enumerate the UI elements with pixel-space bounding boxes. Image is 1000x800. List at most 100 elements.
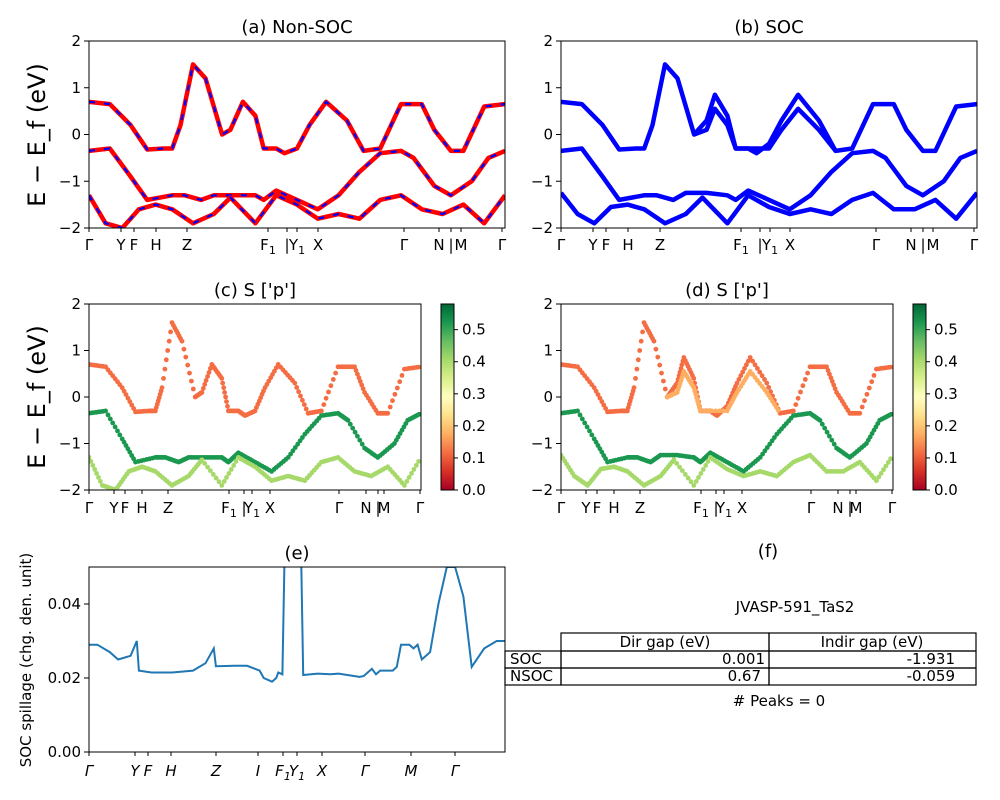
band-point bbox=[219, 483, 225, 488]
band-line bbox=[561, 190, 977, 226]
band-point bbox=[633, 376, 638, 381]
x-tick-label: F1 bbox=[733, 236, 749, 257]
band-point bbox=[829, 379, 835, 384]
band-point bbox=[359, 382, 365, 388]
band-point bbox=[416, 459, 421, 464]
band-point bbox=[213, 475, 219, 481]
x-tick-label: F1 bbox=[693, 499, 709, 520]
band-point bbox=[96, 475, 101, 480]
band-point bbox=[92, 467, 98, 472]
band-point bbox=[330, 377, 336, 382]
axes-frame bbox=[88, 566, 506, 753]
band-point bbox=[233, 459, 239, 464]
x-tick-subscript: 1 bbox=[230, 507, 237, 520]
x-tick-label: Z bbox=[163, 499, 173, 517]
band-point bbox=[127, 399, 133, 404]
x-tick-label: | bbox=[284, 236, 289, 254]
band-point bbox=[825, 368, 831, 373]
band-point bbox=[199, 390, 205, 395]
band-point bbox=[183, 354, 189, 360]
band-point bbox=[115, 428, 120, 434]
band-point bbox=[319, 408, 324, 414]
band-point bbox=[226, 471, 232, 476]
band-point bbox=[881, 467, 886, 473]
y-tick-label: 2 bbox=[71, 32, 81, 50]
chart-title: (b) SOC bbox=[734, 17, 803, 38]
band-point bbox=[767, 441, 773, 447]
y-tick-label: −1 bbox=[531, 435, 553, 453]
band-point bbox=[326, 389, 331, 395]
band-line bbox=[561, 62, 977, 156]
colorbar-tick-label: 0.4 bbox=[462, 353, 486, 371]
band-point bbox=[757, 369, 763, 375]
band-point bbox=[392, 391, 398, 397]
x-tick-label: H bbox=[150, 236, 161, 254]
x-tick-label: M bbox=[850, 499, 863, 517]
x-tick-label: Γ bbox=[361, 762, 371, 780]
colorbar-tick-label: 0.1 bbox=[934, 449, 958, 467]
band-point bbox=[225, 403, 230, 409]
plot-area bbox=[89, 62, 505, 228]
band-point bbox=[321, 402, 327, 407]
band-point bbox=[831, 441, 837, 447]
axes-frame bbox=[88, 303, 422, 491]
ylabel-spillage: SOC spillage (chg. den. unit) bbox=[17, 553, 35, 768]
band-point bbox=[296, 389, 301, 395]
col-header-dir: Dir gap (eV) bbox=[620, 633, 711, 651]
band-point bbox=[700, 467, 706, 472]
chart-title: (e) bbox=[284, 543, 309, 564]
band-point bbox=[399, 373, 405, 378]
chart-panel-2: (c) S ['p']210−1−20.50.40.30.20.10.0Γ Y F H… bbox=[59, 280, 486, 520]
band-point bbox=[824, 364, 829, 370]
band-point bbox=[123, 392, 129, 397]
band-point bbox=[416, 411, 421, 417]
x-tick-label: | bbox=[847, 499, 852, 517]
band-point bbox=[862, 398, 867, 404]
band-point bbox=[698, 471, 704, 476]
x-tick-label: Γ bbox=[400, 236, 409, 254]
x-tick-label: X bbox=[265, 499, 275, 517]
x-tick-label: Γ bbox=[498, 236, 507, 254]
spillage-line bbox=[89, 567, 505, 683]
y-tick-label: 0.02 bbox=[48, 669, 81, 687]
band-point bbox=[682, 472, 688, 477]
band-point bbox=[165, 348, 171, 353]
ylabel-row1: E − E_f (eV) bbox=[23, 63, 51, 207]
band-point bbox=[742, 366, 747, 371]
x-tick-label: F1 bbox=[221, 499, 237, 520]
band-point bbox=[871, 373, 877, 378]
band-point bbox=[205, 464, 211, 470]
band-point bbox=[228, 467, 234, 472]
band-line bbox=[693, 106, 838, 153]
band-point bbox=[701, 408, 707, 414]
band-point bbox=[832, 386, 838, 392]
band-point bbox=[827, 433, 832, 439]
x-tick-label: F1 bbox=[260, 236, 276, 257]
band-point bbox=[876, 474, 882, 480]
x-tick-label: | bbox=[375, 499, 380, 517]
band-point bbox=[223, 394, 229, 400]
band-point bbox=[740, 369, 746, 375]
band-point bbox=[589, 432, 595, 438]
band-point bbox=[107, 416, 113, 422]
x-tick-label: F bbox=[593, 499, 602, 517]
band-point bbox=[181, 346, 187, 352]
band-point bbox=[199, 457, 205, 463]
band-point bbox=[300, 397, 305, 403]
x-tick-subscript: 1 bbox=[298, 770, 305, 783]
y-tick-label: 2 bbox=[543, 295, 553, 313]
y-tick-label: 0 bbox=[71, 388, 81, 406]
band-point bbox=[651, 338, 657, 344]
band-point bbox=[603, 406, 608, 411]
x-tick-label: Y bbox=[108, 499, 119, 517]
band-point bbox=[159, 385, 165, 391]
band-point bbox=[352, 429, 358, 435]
x-tick-label: M bbox=[455, 236, 468, 254]
band-point bbox=[595, 392, 601, 397]
x-tick-label: Γ bbox=[85, 762, 95, 780]
band-point bbox=[817, 417, 823, 423]
colorbar-tick-label: 0.5 bbox=[462, 321, 486, 339]
band-point bbox=[298, 393, 303, 399]
